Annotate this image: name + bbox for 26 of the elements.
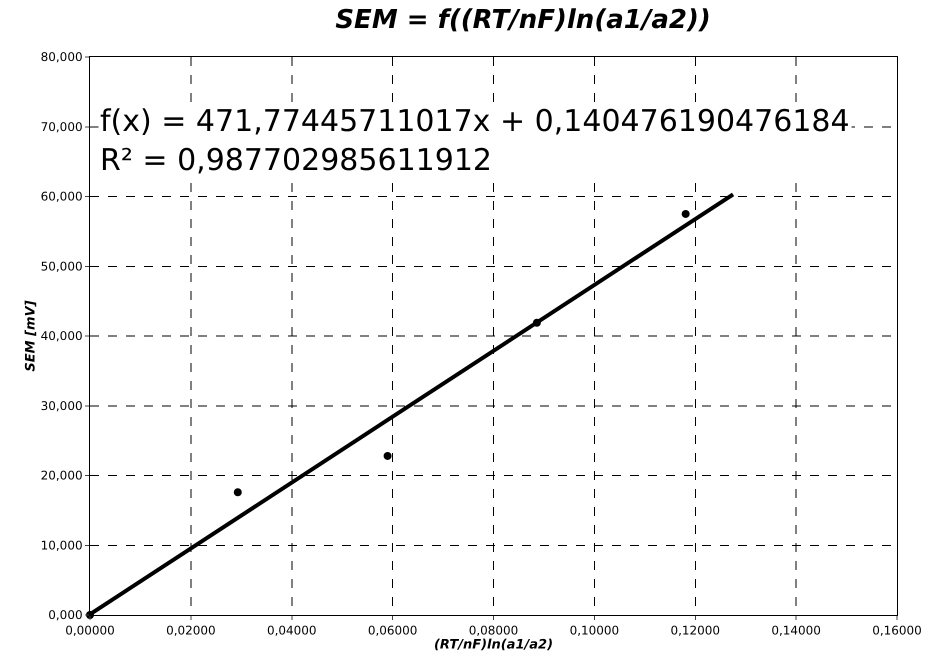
point [682,210,690,218]
chart-title: SEM = f((RT/nF)ln(a1/a2)) [335,5,711,36]
x-tick-label: 0,04000 [266,623,317,638]
x-tick-label: 0,02000 [166,623,216,638]
x-tick-label: 0,12000 [670,623,720,638]
y-tick-label: 20,000 [40,468,83,483]
x-tick-label: 0,00000 [65,623,115,638]
x-tick-label: 0,06000 [368,623,418,638]
point [384,452,392,460]
y-tick-label: 0,000 [48,608,83,622]
point [234,488,242,496]
y-tick-label: 80,000 [40,50,83,64]
y-tick-label: 30,000 [40,398,83,413]
x-tick-label: 0,08000 [468,623,518,638]
annotation: f(x) = 471,77445711017x + 0,140476190476184 R² = 0,987702985611912 [100,104,850,178]
y-tick-label: 40,000 [40,329,83,344]
y-axis-title: SEM [mV] [24,300,39,372]
y-tick-label: 10,000 [40,538,83,552]
x-axis-title: (RT/nF)ln(a1/a2) [434,637,554,652]
y-tick-label: 70,000 [40,120,83,134]
x-tick-label: 0,10000 [570,623,620,638]
point [532,318,541,327]
y-tick-label: 60,000 [40,190,83,204]
x-tick-label: 0,16000 [872,623,922,638]
y-tick-label: 50,000 [40,259,83,274]
x-tick-label: 0,14000 [771,623,821,638]
